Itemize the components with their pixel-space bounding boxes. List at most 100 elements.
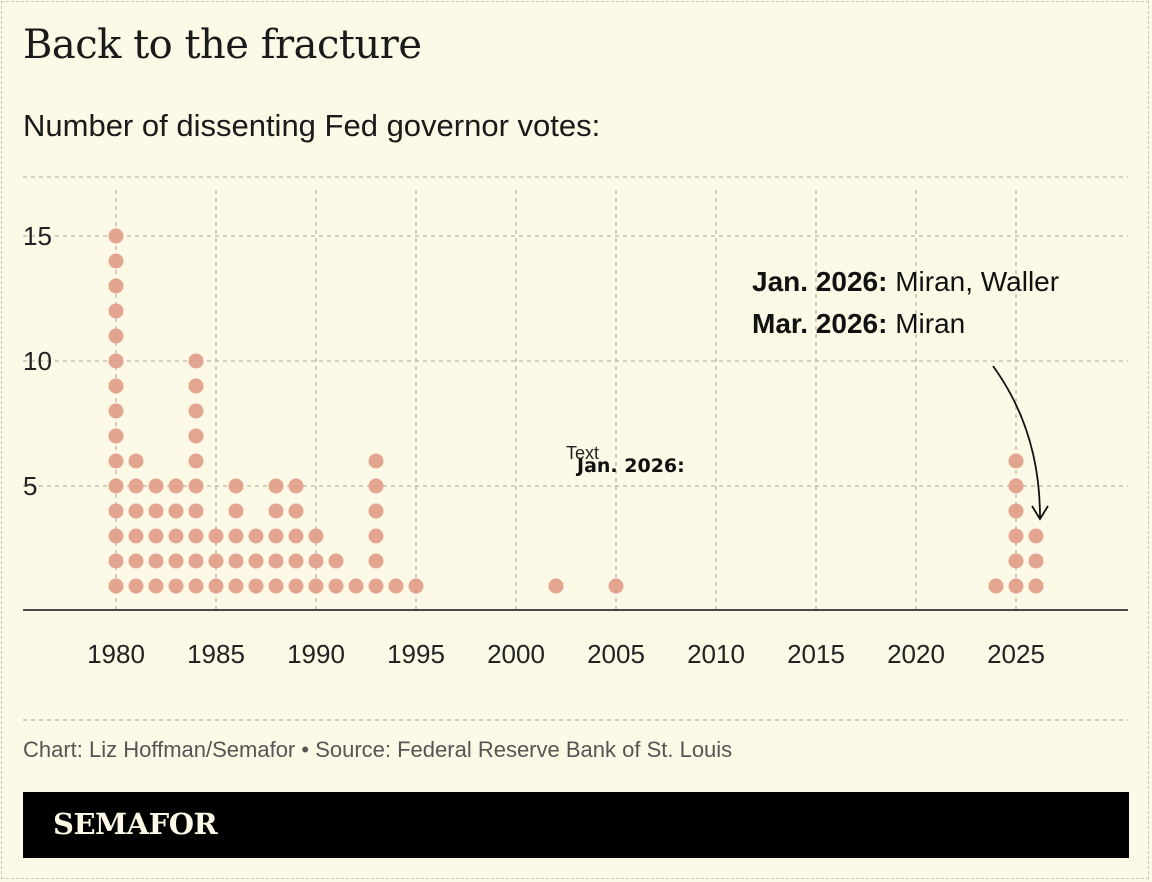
vote-dot	[188, 553, 204, 569]
vote-dot	[268, 478, 284, 494]
vote-dot	[108, 453, 124, 469]
vote-dot	[268, 528, 284, 544]
vote-dot	[1028, 553, 1044, 569]
vote-dot	[128, 503, 144, 519]
vote-dot	[228, 478, 244, 494]
vote-dot	[168, 503, 184, 519]
vote-dot	[108, 278, 124, 294]
vote-dot	[408, 578, 424, 594]
x-tick-label: 1995	[387, 639, 445, 669]
vote-dot	[1008, 453, 1024, 469]
x-tick-label: 2000	[487, 639, 545, 669]
vote-dot	[268, 578, 284, 594]
y-tick-label: 15	[23, 221, 52, 251]
vote-dot	[108, 253, 124, 269]
vote-dot	[1028, 528, 1044, 544]
vote-dot	[348, 578, 364, 594]
vote-dot	[108, 503, 124, 519]
vote-dot	[248, 528, 264, 544]
annotation-date: Jan. 2026:	[752, 266, 887, 297]
vote-dot	[548, 578, 564, 594]
vote-dot	[188, 478, 204, 494]
vote-dot	[108, 378, 124, 394]
vote-dot	[128, 528, 144, 544]
vote-dot	[168, 553, 184, 569]
vote-dot	[228, 528, 244, 544]
vote-dot	[1008, 553, 1024, 569]
vote-dot	[188, 378, 204, 394]
vote-dot	[228, 503, 244, 519]
annotation-date: Mar. 2026:	[752, 308, 887, 339]
vote-dot	[368, 503, 384, 519]
annotation-arrow	[992, 365, 1041, 518]
vote-dot	[1008, 528, 1024, 544]
vote-dot	[148, 553, 164, 569]
vote-dot	[308, 578, 324, 594]
x-tick-label: 2010	[687, 639, 745, 669]
x-tick-label: 2025	[987, 639, 1045, 669]
vote-dot	[388, 578, 404, 594]
vote-dot	[328, 553, 344, 569]
chart-credit: Chart: Liz Hoffman/Semafor • Source: Fed…	[23, 737, 733, 762]
x-tick-label: 2020	[887, 639, 945, 669]
vote-dot	[1008, 478, 1024, 494]
vote-dot	[168, 478, 184, 494]
y-tick-label: 5	[23, 471, 37, 501]
y-tick-label: 10	[23, 346, 52, 376]
vote-dot	[188, 353, 204, 369]
vote-dot	[188, 428, 204, 444]
vote-dot	[228, 578, 244, 594]
vote-dot	[108, 578, 124, 594]
vote-dot	[288, 528, 304, 544]
vote-dot	[308, 528, 324, 544]
vote-dot	[108, 303, 124, 319]
vote-dot	[108, 528, 124, 544]
vote-dot	[128, 478, 144, 494]
x-tick-label: 1985	[187, 639, 245, 669]
vote-dot	[1008, 578, 1024, 594]
stray-date-label: Jan. 2026:	[575, 455, 685, 477]
vote-dot	[248, 578, 264, 594]
vote-dot	[188, 503, 204, 519]
vote-dot	[288, 503, 304, 519]
vote-dot	[108, 403, 124, 419]
vote-dot	[188, 528, 204, 544]
vote-dot	[128, 453, 144, 469]
vote-dot	[328, 578, 344, 594]
vote-dot	[188, 403, 204, 419]
vote-dot	[148, 528, 164, 544]
vote-dot	[308, 553, 324, 569]
x-tick-label: 1990	[287, 639, 345, 669]
annotation-label: Mar. 2026: Miran	[752, 308, 965, 339]
vote-dot	[368, 528, 384, 544]
vote-dot	[368, 553, 384, 569]
vote-dot	[188, 453, 204, 469]
vote-dot	[168, 528, 184, 544]
x-tick-label: 2005	[587, 639, 645, 669]
arrow-head-icon	[1031, 505, 1049, 521]
vote-dot	[148, 578, 164, 594]
vote-dot	[128, 553, 144, 569]
vote-dot	[128, 578, 144, 594]
x-tick-label: 1980	[87, 639, 145, 669]
vote-dot	[228, 553, 244, 569]
brand-bar: SEMAFOR	[23, 792, 1129, 858]
vote-dot	[368, 478, 384, 494]
chart-title: Back to the fracture	[23, 22, 422, 68]
annotation-names: Miran	[887, 308, 965, 339]
vote-dot	[1028, 578, 1044, 594]
vote-dot	[208, 578, 224, 594]
vote-dot	[288, 553, 304, 569]
vote-dot	[108, 478, 124, 494]
chart-subtitle: Number of dissenting Fed governor votes:	[23, 108, 601, 143]
vote-dot	[108, 553, 124, 569]
vote-dot	[208, 553, 224, 569]
vote-dot	[148, 503, 164, 519]
vote-dot	[248, 553, 264, 569]
vote-dot	[108, 428, 124, 444]
vote-dot	[108, 228, 124, 244]
x-tick-label: 2015	[787, 639, 845, 669]
vote-dot	[268, 553, 284, 569]
